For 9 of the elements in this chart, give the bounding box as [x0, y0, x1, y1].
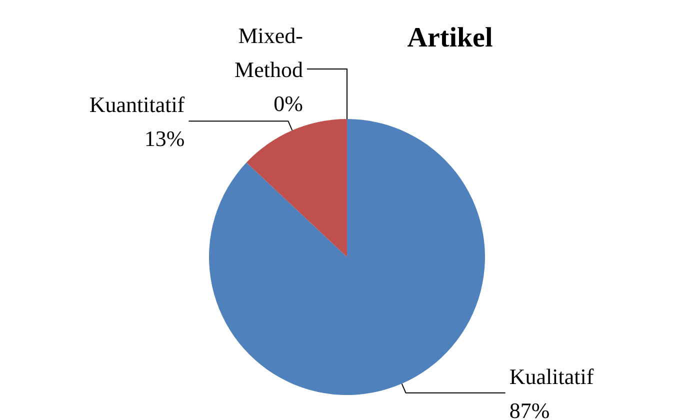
data-label: 87%	[509, 397, 550, 420]
data-label: 13%	[144, 126, 185, 151]
pie-slice	[209, 119, 485, 395]
category-label: Mixed-Method	[234, 22, 303, 82]
slice-label: Kuantitatif	[89, 92, 186, 117]
chart-title: Artikel	[407, 22, 493, 54]
text: 0%	[274, 90, 303, 116]
pie-slice	[246, 119, 347, 257]
slice-label: Kualitatif	[509, 363, 594, 388]
